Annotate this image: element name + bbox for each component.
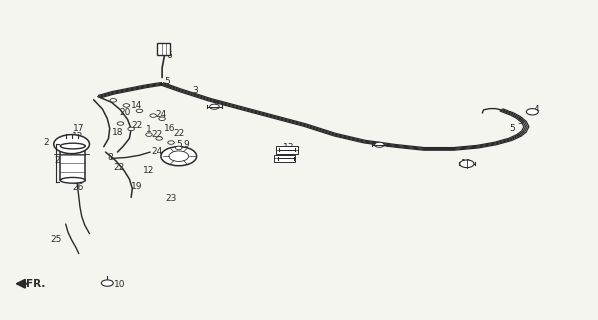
Circle shape <box>460 160 474 168</box>
Text: 21: 21 <box>54 156 65 164</box>
Text: 22: 22 <box>152 130 163 139</box>
Text: 6: 6 <box>166 51 172 60</box>
Bar <box>157 43 170 55</box>
Circle shape <box>526 108 538 115</box>
Text: 22: 22 <box>173 129 184 138</box>
Circle shape <box>161 147 197 166</box>
Circle shape <box>102 280 113 286</box>
Text: 20: 20 <box>120 108 131 117</box>
Circle shape <box>123 104 130 107</box>
Text: 23: 23 <box>165 194 177 203</box>
Text: 1: 1 <box>146 125 152 134</box>
Text: 15: 15 <box>280 153 292 162</box>
Circle shape <box>462 161 472 166</box>
Text: 25: 25 <box>50 236 62 244</box>
Circle shape <box>150 114 157 117</box>
Text: 11: 11 <box>461 159 472 168</box>
Text: 16: 16 <box>163 124 175 133</box>
Text: FR.: FR. <box>26 279 45 289</box>
Circle shape <box>159 117 166 121</box>
Text: 19: 19 <box>132 182 143 191</box>
Text: 8: 8 <box>108 153 113 162</box>
Circle shape <box>136 109 143 113</box>
Text: 18: 18 <box>112 128 123 137</box>
Text: 12: 12 <box>144 166 155 175</box>
Bar <box>276 146 298 154</box>
Text: 9: 9 <box>183 140 189 149</box>
Circle shape <box>54 135 90 154</box>
Text: 23: 23 <box>60 164 71 173</box>
Ellipse shape <box>60 178 86 183</box>
Text: 5: 5 <box>164 77 170 86</box>
Circle shape <box>156 137 163 140</box>
Text: 3: 3 <box>192 86 198 95</box>
Text: 5: 5 <box>517 117 523 126</box>
Circle shape <box>128 127 135 131</box>
Circle shape <box>117 122 124 125</box>
Text: 22: 22 <box>132 121 143 130</box>
Text: 17: 17 <box>73 124 84 133</box>
Text: 5: 5 <box>509 124 515 133</box>
Circle shape <box>175 146 182 150</box>
Text: 14: 14 <box>132 101 143 110</box>
Text: 10: 10 <box>114 280 125 289</box>
Circle shape <box>169 151 188 161</box>
Circle shape <box>281 156 291 161</box>
Text: 24: 24 <box>152 147 163 156</box>
Text: 12: 12 <box>72 132 83 141</box>
Text: 26: 26 <box>72 183 83 192</box>
Text: 2: 2 <box>43 138 49 147</box>
Circle shape <box>210 104 219 109</box>
Circle shape <box>282 147 292 152</box>
Circle shape <box>374 142 384 147</box>
Text: 13: 13 <box>282 143 294 152</box>
Text: 24: 24 <box>155 109 166 118</box>
Ellipse shape <box>60 143 86 149</box>
Circle shape <box>168 141 174 144</box>
Bar <box>274 155 295 162</box>
Circle shape <box>110 99 117 102</box>
Bar <box>60 146 86 180</box>
Text: 5: 5 <box>176 140 182 149</box>
Circle shape <box>146 133 152 136</box>
Text: 4: 4 <box>533 105 539 114</box>
Text: 7: 7 <box>212 101 217 110</box>
Text: 22: 22 <box>114 163 125 172</box>
